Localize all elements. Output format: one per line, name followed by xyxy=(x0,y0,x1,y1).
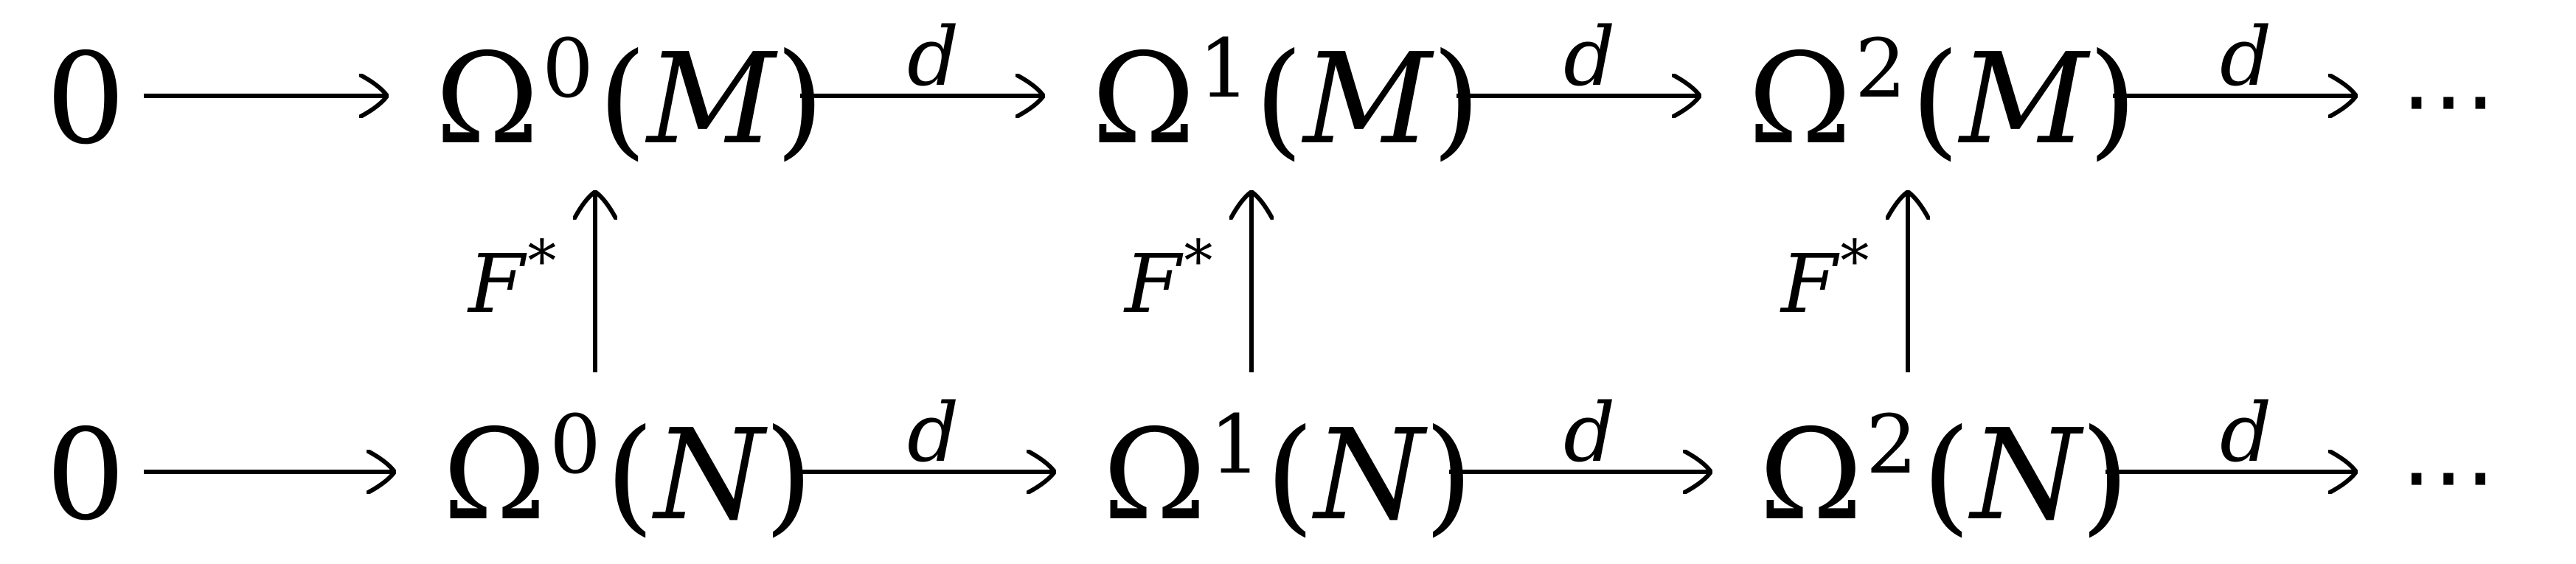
top-arrow-label-d-1: d xyxy=(907,10,959,104)
manifold-arg: N xyxy=(1971,403,2081,549)
top-zero: 0 xyxy=(46,27,126,173)
degree: 1 xyxy=(1209,397,1261,492)
omega-symbol: Ω xyxy=(435,27,539,173)
top-arrow-label-d-2: d xyxy=(1563,10,1616,104)
degree: 0 xyxy=(549,397,601,492)
bottom-arrow-label-d-3: d xyxy=(2220,386,2272,480)
open-paren: ( xyxy=(1265,403,1315,549)
degree: 2 xyxy=(1854,21,1906,116)
bottom-node-omega0-N: Ω0(N) xyxy=(442,404,813,538)
open-paren: ( xyxy=(1910,27,1960,173)
top-node-omega1-M: Ω1(M) xyxy=(1091,28,1481,162)
bottom-node-omega1-N: Ω1(N) xyxy=(1103,404,1473,538)
omega-symbol: Ω xyxy=(1759,403,1863,549)
degree: 1 xyxy=(1198,21,1250,116)
manifold-arg: N xyxy=(1314,403,1425,549)
pullback-star: * xyxy=(1184,229,1213,295)
omega-symbol: Ω xyxy=(1748,27,1852,173)
pullback-map-name: F xyxy=(468,237,525,331)
pullback-map-name: F xyxy=(1125,237,1181,331)
pullback-star: * xyxy=(527,229,557,295)
close-paren: ) xyxy=(1431,27,1481,173)
close-paren: ) xyxy=(1424,403,1473,549)
degree: 0 xyxy=(541,21,594,116)
pullback-star: * xyxy=(1840,229,1869,295)
open-paren: ( xyxy=(605,403,655,549)
bottom-zero: 0 xyxy=(46,403,126,549)
close-paren: ) xyxy=(2088,27,2137,173)
degree: 2 xyxy=(1865,397,1917,492)
top-arrow-label-d-3: d xyxy=(2220,10,2272,104)
top-node-omega2-M: Ω2(M) xyxy=(1748,28,2137,162)
close-paren: ) xyxy=(2080,403,2130,549)
omega-symbol: Ω xyxy=(442,403,546,549)
top-ellipsis: ⋯ xyxy=(2400,43,2507,156)
open-paren: ( xyxy=(1254,27,1304,173)
pullback-map-name: F xyxy=(1781,237,1838,331)
close-paren: ) xyxy=(764,403,813,549)
open-paren: ( xyxy=(597,27,648,173)
omega-symbol: Ω xyxy=(1103,403,1207,549)
close-paren: ) xyxy=(775,27,824,173)
manifold-arg: M xyxy=(1959,27,2089,173)
pullback-label-0: F* xyxy=(468,233,556,324)
bottom-node-omega2-N: Ω2(N) xyxy=(1759,404,2129,538)
manifold-arg: M xyxy=(1303,27,1432,173)
bottom-arrow-label-d-1: d xyxy=(907,386,959,480)
open-paren: ( xyxy=(1921,403,1971,549)
manifold-arg: M xyxy=(647,27,776,173)
omega-symbol: Ω xyxy=(1091,27,1195,173)
top-node-omega0-M: Ω0(M) xyxy=(435,28,824,162)
bottom-ellipsis: ⋯ xyxy=(2400,419,2507,532)
manifold-arg: N xyxy=(654,403,765,549)
bottom-arrow-label-d-2: d xyxy=(1563,386,1616,480)
pullback-label-2: F* xyxy=(1781,233,1869,324)
pullback-label-1: F* xyxy=(1125,233,1212,324)
